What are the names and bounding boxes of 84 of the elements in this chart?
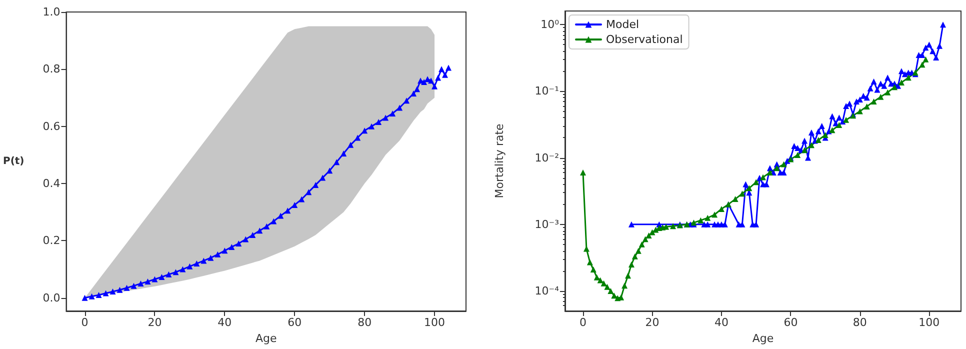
point	[88, 293, 95, 300]
y-tick-label: 0.2	[42, 234, 60, 248]
y-tick-label: 0.6	[42, 120, 60, 133]
point	[410, 90, 417, 96]
y-tick-label: 0.0	[42, 291, 60, 304]
point	[390, 110, 396, 116]
point	[362, 128, 368, 134]
y-tick-label: 0.8	[42, 62, 60, 76]
point	[284, 208, 291, 214]
point	[442, 72, 448, 78]
x-tick-label: 80	[358, 316, 372, 329]
point	[130, 282, 137, 289]
point	[186, 263, 193, 270]
point	[242, 236, 249, 242]
point	[144, 278, 151, 285]
point	[382, 114, 389, 121]
point	[214, 251, 221, 258]
x-axis-title: Age	[752, 332, 774, 345]
x-tick-label: 20	[148, 316, 162, 329]
point	[102, 290, 109, 296]
x-tick-label: 20	[645, 316, 660, 329]
point	[278, 212, 284, 219]
point	[320, 174, 326, 181]
x-axis-title: Age	[255, 332, 277, 345]
point	[138, 280, 144, 287]
point	[124, 284, 130, 291]
point	[396, 104, 403, 111]
point	[348, 142, 354, 148]
y-tick-label: 1.0	[42, 6, 60, 18]
point	[172, 269, 179, 276]
point	[116, 286, 123, 293]
point	[326, 168, 333, 174]
x-tick-label: 80	[852, 316, 867, 329]
point	[292, 202, 298, 208]
point	[236, 240, 242, 247]
point	[208, 254, 214, 261]
point	[82, 294, 88, 301]
point	[428, 78, 434, 84]
y-axis-title: P(t)	[3, 156, 24, 167]
x-tick-label: 60	[784, 316, 798, 329]
x-tick-label: 40	[714, 316, 728, 329]
point	[435, 74, 442, 81]
point	[376, 119, 382, 126]
point	[264, 223, 270, 230]
point	[432, 83, 438, 90]
point	[158, 274, 165, 280]
point	[110, 288, 116, 295]
point	[446, 64, 452, 71]
point	[404, 98, 410, 104]
point	[438, 66, 445, 72]
x-tick-label: 100	[918, 316, 940, 329]
point	[250, 232, 256, 238]
y-tick-label: 10⁻³	[534, 218, 559, 231]
point	[166, 271, 172, 278]
x-tick-label: 0	[81, 316, 88, 329]
y-tick-label: 10⁰	[540, 18, 560, 32]
point	[96, 292, 102, 298]
point	[421, 79, 428, 86]
point	[298, 196, 305, 202]
point	[334, 159, 340, 166]
y-tick-label: 0.4	[42, 177, 60, 190]
point	[256, 228, 263, 234]
y-tick-label: 10⁻²	[534, 151, 559, 164]
point	[312, 182, 319, 188]
point	[194, 260, 200, 267]
point	[354, 134, 361, 141]
point	[270, 218, 277, 224]
point	[228, 244, 235, 250]
x-tick-label: 0	[580, 316, 586, 329]
point	[222, 248, 228, 254]
legend-label: Observational	[606, 33, 683, 46]
point	[180, 266, 186, 272]
x-tick-label: 40	[218, 316, 232, 329]
point	[200, 258, 207, 264]
point	[152, 276, 158, 282]
point	[340, 150, 347, 156]
point	[414, 86, 420, 92]
x-tick-label: 100	[424, 316, 446, 329]
point	[368, 123, 375, 130]
x-tick-label: 60	[288, 316, 302, 329]
y-axis-title: Mortality rate	[493, 123, 506, 198]
y-tick-label: 10⁻¹	[534, 84, 559, 98]
y-tick-label: 10⁻⁴	[534, 284, 560, 298]
legend-label: Model	[606, 18, 640, 31]
